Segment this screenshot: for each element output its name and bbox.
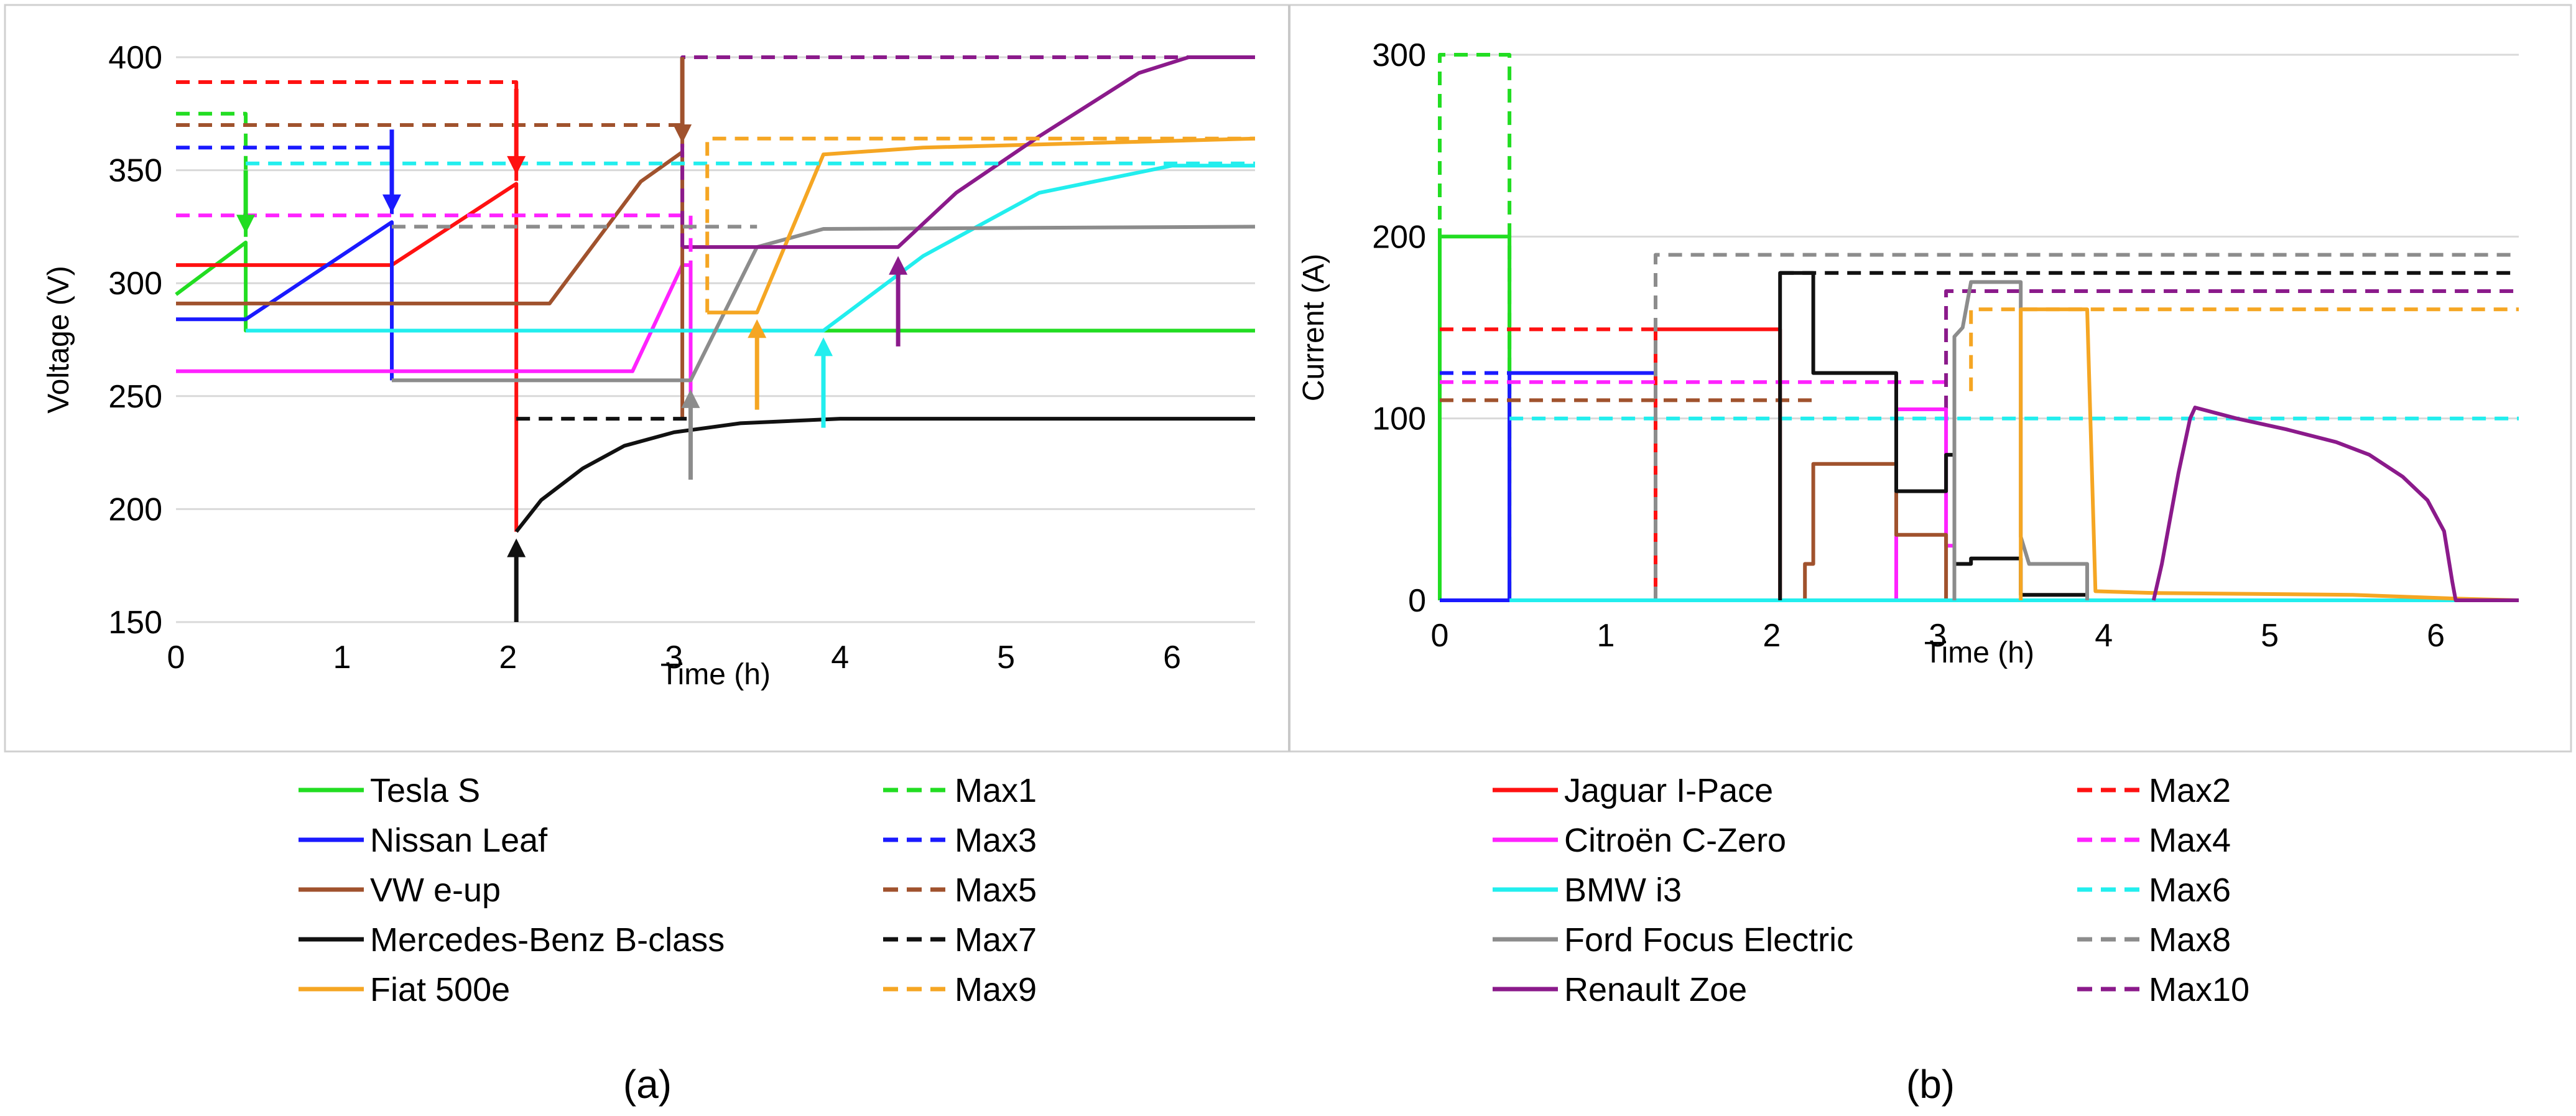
series-renault-zoe <box>2151 406 2519 602</box>
x-tick-label: 3 <box>1929 618 1947 654</box>
legend-label: Max5 <box>955 872 1037 909</box>
series-max9 <box>705 136 1255 313</box>
panel-b-current-chart: 0 100 200 300 0 1 2 3 4 5 6 Time (h) Current (A) <box>1297 37 2519 669</box>
y-axis-label: Voltage (V) <box>42 266 75 413</box>
series-nissan-leaf <box>176 220 394 381</box>
legend-label: Max1 <box>955 772 1037 809</box>
legend-label: Fiat 500e <box>370 971 510 1008</box>
annotation-arrow-head <box>673 124 692 144</box>
series-ford-focus-electric <box>1952 280 2089 600</box>
x-tick-label: 1 <box>333 639 351 676</box>
legend-label: Tesla S <box>370 772 480 809</box>
y-axis-label: Current (A) <box>1297 254 1330 401</box>
series-bmw-i3 <box>246 164 1255 333</box>
x-tick-label: 4 <box>831 639 849 676</box>
legend-label: BMW i3 <box>1564 872 1682 909</box>
series-jaguar-i-pace <box>176 182 519 532</box>
legend-label: Renault Zoe <box>1564 971 1747 1008</box>
x-tick-label: 1 <box>1596 618 1615 654</box>
x-tick-label: 3 <box>665 639 683 676</box>
legend-label: Nissan Leaf <box>370 822 548 859</box>
y-tick-label: 100 <box>1372 401 1426 437</box>
y-tick-label: 200 <box>108 491 162 528</box>
series-vw-e-up <box>1803 462 1948 600</box>
panel-label-b: (b) <box>1906 1062 1955 1107</box>
legend-label: Max8 <box>2149 921 2231 959</box>
annotation-arrow-head <box>382 194 401 213</box>
panel-label-a: (a) <box>623 1062 672 1107</box>
y-tick-label: 200 <box>1372 219 1426 255</box>
series-max8 <box>1654 253 2519 600</box>
series-max1 <box>176 111 248 243</box>
legend-label: Ford Focus Electric <box>1564 921 1853 959</box>
series-fiat-500e <box>2019 307 2519 602</box>
x-tick-label: 5 <box>997 639 1015 676</box>
legend-label: Citroën C-Zero <box>1564 822 1786 859</box>
legend-label: VW e-up <box>370 872 501 909</box>
legend-label: Max2 <box>2149 772 2231 809</box>
series-max5 <box>176 123 685 152</box>
y-tick-label: 400 <box>108 40 162 76</box>
x-tick-label: 0 <box>1431 618 1449 654</box>
legend-label: Max4 <box>2149 822 2231 859</box>
x-axis-label: Time (h) <box>660 658 771 691</box>
annotation-arrow-head <box>814 337 833 356</box>
y-tick-label: 0 <box>1408 583 1426 619</box>
x-tick-label: 6 <box>1163 639 1181 676</box>
legend-label: Max7 <box>955 921 1037 959</box>
x-tick-label: 6 <box>2427 618 2445 654</box>
annotation-arrow-head <box>507 538 526 557</box>
legend-label: Max10 <box>2149 971 2249 1008</box>
annotation-arrow-head <box>889 256 908 275</box>
x-tick-label: 2 <box>1763 618 1781 654</box>
y-tick-label: 150 <box>108 605 162 641</box>
y-tick-label: 300 <box>108 266 162 302</box>
panel-a-voltage-chart: 150 200 250 300 350 400 0 1 2 3 4 5 6 Time (h) Voltage… <box>42 40 1256 691</box>
legend-label: Max9 <box>955 971 1037 1008</box>
series-max10 <box>1944 289 2519 409</box>
annotation-arrow-head <box>507 156 526 175</box>
annotation-arrow-head <box>748 319 767 338</box>
x-tick-label: 5 <box>2261 618 2279 654</box>
legend-label: Max6 <box>2149 872 2231 909</box>
series-fiat-500e <box>707 136 1256 315</box>
y-tick-label: 300 <box>1372 37 1426 73</box>
legend-label: Jaguar I-Pace <box>1564 772 1773 809</box>
x-tick-label: 2 <box>499 639 517 676</box>
series-max4 <box>176 213 693 266</box>
x-axis-label: Time (h) <box>1924 636 2034 669</box>
y-tick-label: 350 <box>108 153 162 189</box>
series-max9 <box>1969 307 2519 391</box>
legend-label: Mercedes-Benz B-class <box>370 921 725 959</box>
series-max3 <box>176 146 394 223</box>
legend-label: Max3 <box>955 822 1037 859</box>
x-tick-label: 4 <box>2095 618 2113 654</box>
y-tick-label: 250 <box>108 379 162 415</box>
legend: Tesla S Max1 Jaguar I-Pace Max2 Nissan Leaf M… <box>299 772 2249 1008</box>
annotation-arrow-head <box>236 215 256 234</box>
annotation-arrow-head <box>681 389 700 408</box>
x-tick-label: 0 <box>167 639 185 676</box>
